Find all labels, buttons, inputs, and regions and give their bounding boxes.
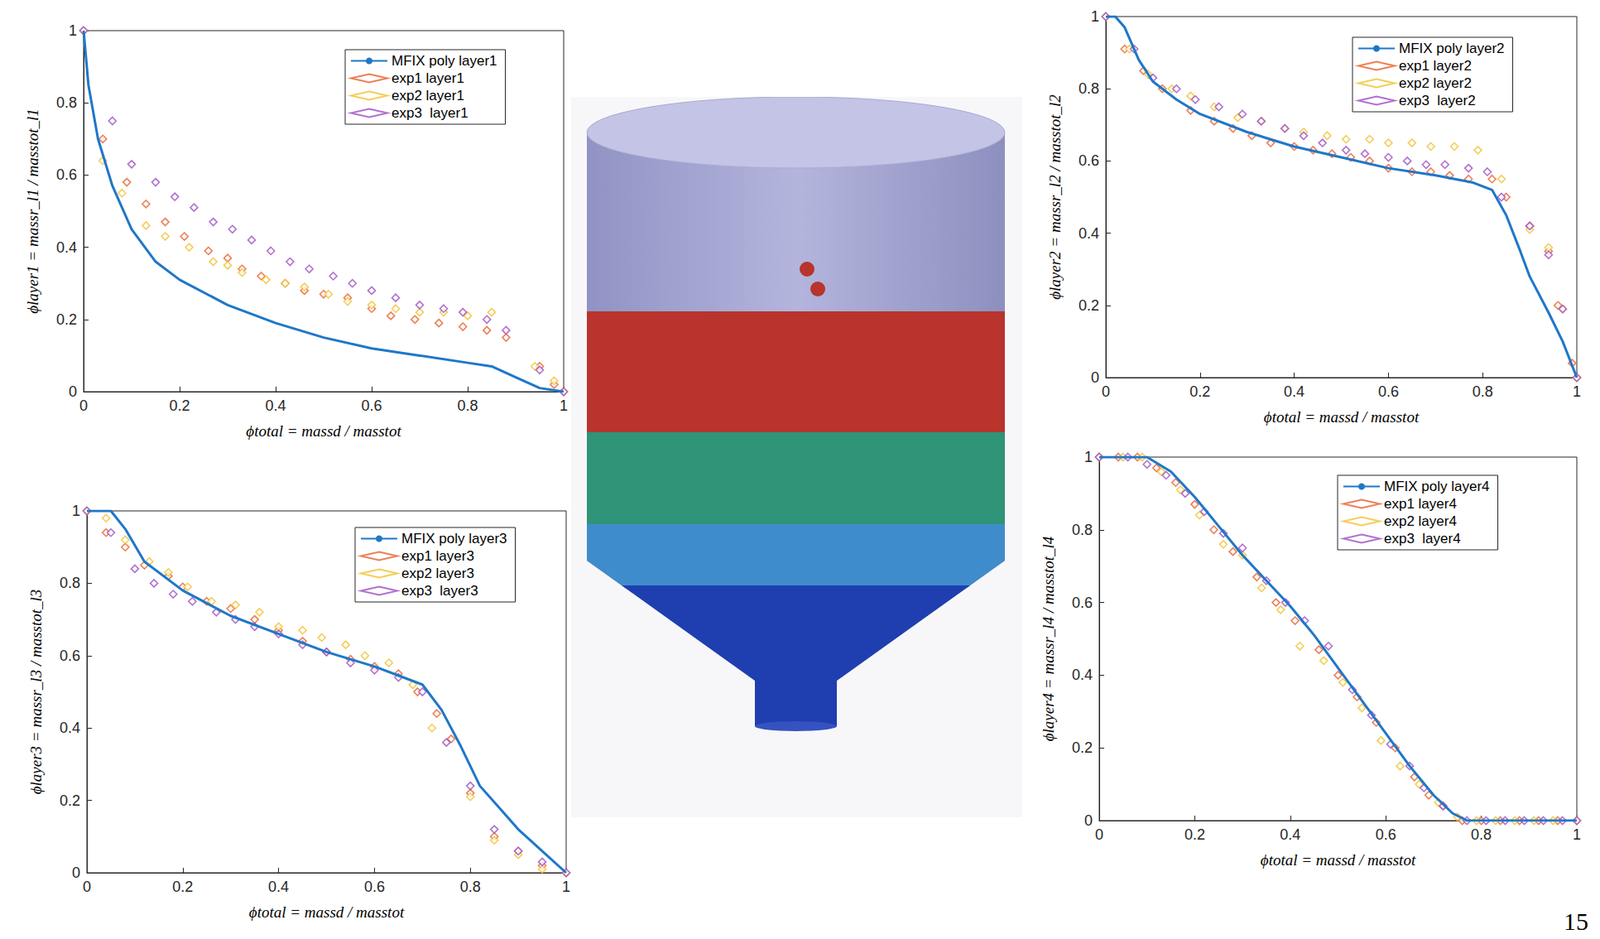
svg-text:0: 0 bbox=[79, 397, 88, 414]
svg-text:0.6: 0.6 bbox=[59, 647, 81, 664]
svg-text:ϕlayer2 = massr_l2 / masstot_l: ϕlayer2 = massr_l2 / masstot_l2 bbox=[1046, 94, 1064, 300]
svg-text:0.4: 0.4 bbox=[264, 397, 286, 414]
svg-text:0.2: 0.2 bbox=[172, 878, 193, 895]
svg-text:1: 1 bbox=[72, 502, 81, 519]
svg-text:0: 0 bbox=[1084, 812, 1093, 829]
svg-text:0.4: 0.4 bbox=[1279, 826, 1301, 843]
svg-text:exp2 layer1: exp2 layer1 bbox=[391, 87, 465, 104]
svg-text:0.6: 0.6 bbox=[1078, 152, 1100, 169]
svg-text:exp3 layer4: exp3 layer4 bbox=[1383, 530, 1461, 547]
svg-text:exp2 layer2: exp2 layer2 bbox=[1398, 75, 1472, 92]
svg-text:exp3 layer3: exp3 layer3 bbox=[401, 582, 479, 599]
svg-text:ϕlayer1 = massr_l1 / masstot_l: ϕlayer1 = massr_l1 / masstot_l1 bbox=[24, 108, 42, 314]
svg-text:0.2: 0.2 bbox=[1071, 739, 1093, 756]
svg-text:0.2: 0.2 bbox=[56, 311, 77, 328]
svg-text:0.6: 0.6 bbox=[364, 878, 385, 895]
svg-text:ϕlayer4 = massr_l4 / masstot_l: ϕlayer4 = massr_l4 / masstot_l4 bbox=[1039, 535, 1058, 741]
svg-text:0.2: 0.2 bbox=[59, 792, 81, 809]
svg-text:0.4: 0.4 bbox=[1283, 383, 1305, 400]
svg-text:0.4: 0.4 bbox=[1078, 225, 1100, 242]
svg-text:1: 1 bbox=[68, 22, 77, 39]
svg-text:0.4: 0.4 bbox=[1071, 666, 1093, 683]
svg-text:0.4: 0.4 bbox=[268, 878, 289, 895]
svg-text:exp1 layer4: exp1 layer4 bbox=[1383, 495, 1457, 512]
svg-text:0.8: 0.8 bbox=[460, 878, 481, 895]
svg-text:1: 1 bbox=[562, 878, 571, 895]
svg-text:0: 0 bbox=[1095, 826, 1104, 843]
svg-text:1: 1 bbox=[1084, 448, 1093, 466]
svg-text:exp3 layer1: exp3 layer1 bbox=[391, 105, 469, 121]
svg-text:1: 1 bbox=[1572, 383, 1581, 400]
svg-text:0.6: 0.6 bbox=[1071, 594, 1093, 611]
svg-text:0.6: 0.6 bbox=[360, 397, 382, 414]
svg-text:exp1 layer3: exp1 layer3 bbox=[401, 547, 475, 564]
svg-text:exp1 layer1: exp1 layer1 bbox=[391, 70, 465, 87]
svg-text:0.6: 0.6 bbox=[1378, 383, 1399, 400]
svg-text:MFIX poly layer2: MFIX poly layer2 bbox=[1398, 40, 1505, 57]
svg-text:0.8: 0.8 bbox=[1470, 826, 1492, 843]
svg-text:0: 0 bbox=[1101, 383, 1110, 400]
svg-text:ϕtotal = massd / masstot: ϕtotal = massd / masstot bbox=[249, 903, 405, 921]
svg-text:0.2: 0.2 bbox=[1078, 297, 1100, 314]
svg-text:0.2: 0.2 bbox=[168, 397, 190, 414]
svg-text:MFIX poly layer3: MFIX poly layer3 bbox=[401, 530, 508, 547]
svg-text:0: 0 bbox=[82, 878, 92, 895]
html-text:15: 15 bbox=[1563, 907, 1589, 935]
svg-text:0.8: 0.8 bbox=[1472, 383, 1494, 400]
svg-text:exp2 layer3: exp2 layer3 bbox=[401, 565, 475, 582]
svg-text:0.6: 0.6 bbox=[56, 166, 77, 183]
svg-text:0: 0 bbox=[68, 383, 77, 400]
svg-text:0.2: 0.2 bbox=[1189, 383, 1211, 400]
svg-text:1: 1 bbox=[1090, 8, 1100, 25]
svg-text:0.8: 0.8 bbox=[456, 397, 478, 414]
svg-text:0.8: 0.8 bbox=[1071, 521, 1093, 539]
svg-text:0.8: 0.8 bbox=[59, 574, 81, 591]
svg-text:0.8: 0.8 bbox=[1078, 80, 1100, 97]
svg-text:1: 1 bbox=[559, 397, 568, 414]
svg-text:ϕtotal = massd / masstot: ϕtotal = massd / masstot bbox=[1260, 850, 1417, 869]
svg-text:exp2 layer4: exp2 layer4 bbox=[1383, 513, 1457, 529]
svg-text:MFIX poly layer4: MFIX poly layer4 bbox=[1383, 478, 1490, 495]
svg-text:0.4: 0.4 bbox=[56, 239, 77, 256]
svg-text:ϕlayer3 = massr_l3 / masstot_l: ϕlayer3 = massr_l3 / masstot_l3 bbox=[27, 589, 45, 795]
svg-text:1: 1 bbox=[1572, 826, 1581, 843]
svg-text:0: 0 bbox=[1090, 369, 1100, 386]
svg-text:0.4: 0.4 bbox=[59, 719, 81, 736]
svg-text:0: 0 bbox=[72, 864, 81, 881]
svg-text:ϕtotal = massd / masstot: ϕtotal = massd / masstot bbox=[245, 422, 402, 440]
svg-text:exp3 layer2: exp3 layer2 bbox=[1398, 92, 1476, 109]
svg-text:0.8: 0.8 bbox=[56, 94, 77, 111]
svg-text:0.2: 0.2 bbox=[1184, 826, 1206, 843]
svg-text:0.6: 0.6 bbox=[1375, 826, 1397, 843]
svg-text:ϕtotal = massd / masstot: ϕtotal = massd / masstot bbox=[1263, 408, 1420, 426]
svg-text:MFIX poly layer1: MFIX poly layer1 bbox=[391, 52, 498, 69]
svg-text:exp1 layer2: exp1 layer2 bbox=[1398, 57, 1472, 74]
